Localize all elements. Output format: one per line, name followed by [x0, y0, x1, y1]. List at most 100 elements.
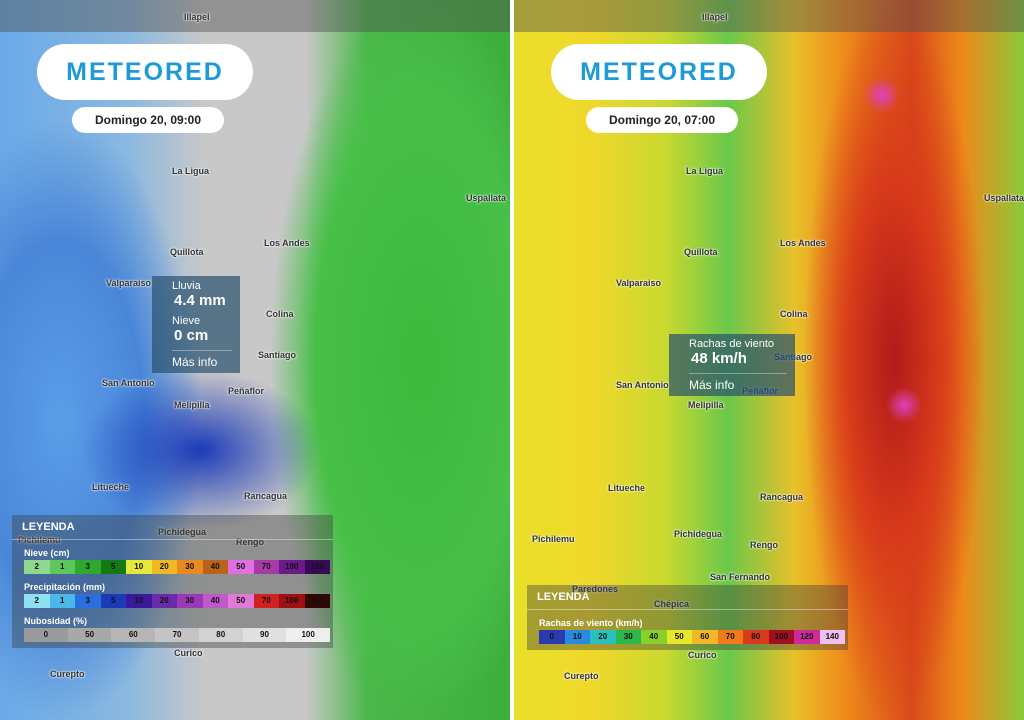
place-label: La Ligua [172, 166, 210, 176]
legend-swatch: 90 [242, 628, 287, 642]
more-info-link[interactable]: Más info [172, 350, 232, 369]
place-label: Los Andes [264, 238, 310, 248]
place-label: Rancagua [244, 491, 288, 501]
legend-swatch: 40 [202, 560, 228, 574]
legend-swatch: 70 [253, 560, 279, 574]
legend-swatch: 80 [198, 628, 243, 642]
place-label: Valparaiso [616, 278, 662, 288]
place-label: Melipilla [688, 400, 724, 410]
legend-swatch: 2 [24, 560, 50, 574]
date-label: Domingo 20, 09:00 [72, 107, 224, 133]
legend-swatch: 2 [24, 594, 50, 608]
legend-swatch: 60 [111, 628, 156, 642]
place-label: Curepto [50, 669, 85, 679]
legend-swatch: 3 [75, 560, 101, 574]
place-label: Litueche [92, 482, 130, 492]
top-bar [0, 0, 510, 32]
place-label: Quillota [170, 247, 204, 257]
info-popup: Lluvia 4.4 mm Nieve 0 cm Más info [152, 276, 240, 373]
legend-swatch: 20 [151, 560, 177, 574]
legend-swatch: 70 [253, 594, 279, 608]
popup-label: Lluvia [172, 280, 201, 292]
legend-swatch: 50 [228, 560, 254, 574]
legend-swatch: 1 [49, 560, 75, 574]
place-label: Quillota [684, 247, 718, 257]
place-label: Paredones [572, 584, 619, 594]
legend-title: LEYENDA [527, 585, 848, 610]
place-label: Los Andes [780, 238, 826, 248]
legend-scale: 2 1 3 5 10 20 30 40 50 70 100 150 [24, 560, 330, 574]
legend: LEYENDA Nieve (cm) 2 1 3 5 10 20 30 40 50 70 100 150 P… [12, 515, 333, 648]
legend-swatch: 100 [286, 628, 331, 642]
legend-swatch: 150 [304, 560, 330, 574]
place-label: Colina [780, 309, 808, 319]
map-panel[interactable]: METEORED Domingo 20, 07:00 Illapel La Lig… [514, 0, 1024, 720]
place-label: Curico [688, 650, 717, 660]
logo: METEORED [551, 44, 767, 100]
date-label: Domingo 20, 07:00 [586, 107, 738, 133]
place-label: Melipilla [174, 400, 210, 410]
place-label: Uspallata [984, 193, 1024, 203]
place-label: Chépica [654, 599, 690, 609]
legend-swatch: 140 [819, 630, 845, 644]
place-label: San Antonio [102, 378, 155, 388]
legend-scale: 0 50 60 70 80 90 100 [24, 628, 331, 642]
legend: LEYENDA Rachas de viento (km/h) 0 10 20 30 40 5… [527, 585, 848, 650]
place-label: Illapel [702, 12, 728, 22]
place-label: Litueche [608, 483, 646, 493]
legend-scale-name: Rachas de viento (km/h) [539, 618, 643, 628]
legend-swatch: 50 [67, 628, 112, 642]
legend-swatch: 1 [49, 594, 75, 608]
popup-value: 4.4 mm [174, 292, 226, 309]
place-label: San Antonio [616, 380, 669, 390]
legend-swatch: 30 [615, 630, 641, 644]
legend-swatch: 5 [100, 560, 126, 574]
legend-title: LEYENDA [12, 515, 333, 540]
legend-swatch: 60 [692, 630, 718, 644]
legend-swatch: 100 [768, 630, 794, 644]
place-label: Pichilemu [532, 534, 575, 544]
legend-swatch: 10 [126, 594, 152, 608]
place-label: Santiago [258, 350, 297, 360]
popup-label: Nieve [172, 315, 201, 327]
legend-swatch: 70 [717, 630, 743, 644]
legend-swatch: 50 [228, 594, 254, 608]
legend-swatch: 50 [666, 630, 692, 644]
place-label: Rengo [750, 540, 778, 550]
map-panel[interactable]: METEORED Domingo 20, 09:00 Illapel La Lig… [0, 0, 510, 720]
legend-swatch: 40 [202, 594, 228, 608]
legend-swatch: 100 [279, 560, 305, 574]
legend-swatch: 120 [794, 630, 820, 644]
top-bar [514, 0, 1024, 32]
legend-swatch: 0 [539, 630, 565, 644]
place-label: La Ligua [686, 166, 724, 176]
legend-swatch: 150 [304, 594, 330, 608]
place-label: Pichidegua [674, 529, 723, 539]
place-label: Illapel [184, 12, 210, 22]
place-label: Pichidegua [158, 527, 207, 537]
legend-swatch: 80 [743, 630, 769, 644]
place-label: Curico [174, 648, 203, 658]
legend-scale: 2 1 3 5 10 20 30 40 50 70 100 150 [24, 594, 330, 608]
popup-value: 0 cm [174, 327, 209, 344]
legend-swatch: 100 [279, 594, 305, 608]
legend-swatch: 30 [177, 594, 203, 608]
place-label: Peñaflor [228, 386, 265, 396]
popup-label: Rachas de viento [689, 338, 774, 350]
legend-swatch: 30 [177, 560, 203, 574]
info-popup: Rachas de viento 48 km/h Más info [669, 334, 795, 396]
place-label: Rengo [236, 537, 264, 547]
legend-swatch: 0 [24, 628, 68, 642]
legend-swatch: 10 [564, 630, 590, 644]
place-label: Pichilemu [18, 535, 61, 545]
legend-swatch: 3 [75, 594, 101, 608]
legend-swatch: 70 [155, 628, 199, 642]
logo: METEORED [37, 44, 253, 100]
place-label: Rancagua [760, 492, 804, 502]
more-info-link[interactable]: Más info [689, 373, 787, 392]
place-label: Valparaiso [106, 278, 152, 288]
place-label: Curepto [564, 671, 599, 681]
popup-value: 48 km/h [691, 350, 747, 367]
place-label: Uspallata [466, 193, 507, 203]
